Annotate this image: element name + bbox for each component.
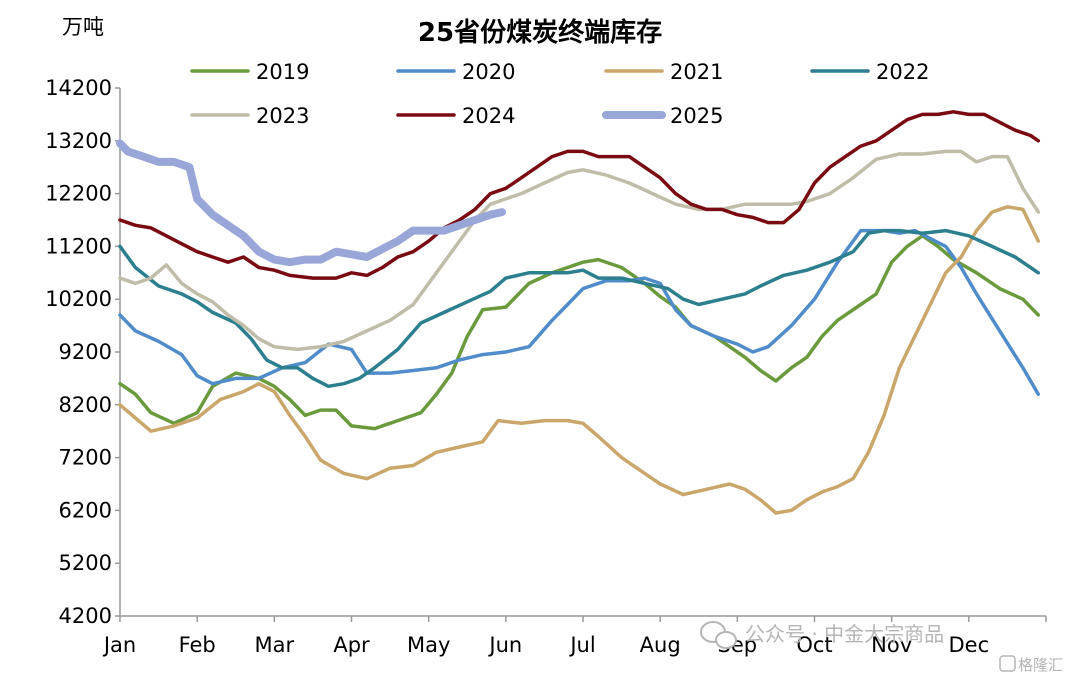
wechat-icon — [700, 621, 737, 649]
y-tick-label: 7200 — [59, 446, 112, 470]
series-line-2025 — [116, 139, 506, 267]
x-tick-label: May — [407, 633, 450, 657]
chart-title: 25省份煤炭终端库存 — [418, 17, 662, 48]
x-tick-label: Mar — [255, 633, 295, 657]
series-layer — [116, 110, 1041, 515]
y-tick-label: 13200 — [45, 129, 112, 153]
x-tick-label: Jun — [487, 633, 522, 657]
x-tick-label: Dec — [949, 633, 990, 657]
series-line-2021 — [118, 205, 1041, 515]
watermark-brand: 格隆汇 — [1018, 656, 1063, 674]
x-tick-label: Oct — [796, 633, 832, 657]
legend-label-2021: 2021 — [670, 60, 723, 84]
x-tick-label: Feb — [179, 633, 216, 657]
y-tick-label: 10200 — [45, 287, 112, 311]
x-tick-label: Aug — [640, 633, 681, 657]
y-tick-label: 12200 — [45, 182, 112, 206]
y-tick-label: 5200 — [59, 551, 112, 575]
watermark-brand-icon — [999, 655, 1016, 672]
series-line-2019 — [118, 234, 1041, 431]
series-line-2024 — [118, 110, 1041, 280]
series-line-2023 — [118, 149, 1041, 352]
x-tick-label: Jul — [568, 633, 595, 657]
x-tick-label: Nov — [871, 633, 912, 657]
legend-label-2023: 2023 — [256, 104, 309, 128]
y-tick-label: 11200 — [45, 234, 112, 258]
y-tick-label: 4200 — [59, 604, 112, 628]
y-tick-label: 14200 — [45, 76, 112, 100]
legend-label-2024: 2024 — [462, 104, 515, 128]
legend-label-2020: 2020 — [462, 60, 515, 84]
watermark-text: 公众号 · 中金大宗商品 — [745, 622, 944, 646]
x-tick-label: Jan — [102, 633, 136, 657]
y-tick-label: 9200 — [59, 340, 112, 364]
watermark: 公众号 · 中金大宗商品 格隆汇 — [700, 621, 1063, 674]
legend-label-2025: 2025 — [670, 104, 723, 128]
series-line-2022 — [118, 228, 1041, 389]
legend-label-2019: 2019 — [256, 60, 309, 84]
legend-label-2022: 2022 — [876, 60, 929, 84]
y-tick-label: 8200 — [59, 393, 112, 417]
x-tick-label: Apr — [333, 633, 370, 657]
y-axis: 4200 5200 6200 7200 8200 9200 10200 11200 12200 1… — [45, 76, 121, 628]
y-tick-label: 6200 — [59, 498, 112, 522]
legend: 2019 2020 2021 2022 2023 2024 2025 — [190, 60, 929, 128]
y-axis-unit: 万吨 — [62, 15, 104, 39]
x-axis: Jan Feb Mar Apr May Jun Jul Aug Sep Oct Nov Dec — [102, 615, 1047, 657]
